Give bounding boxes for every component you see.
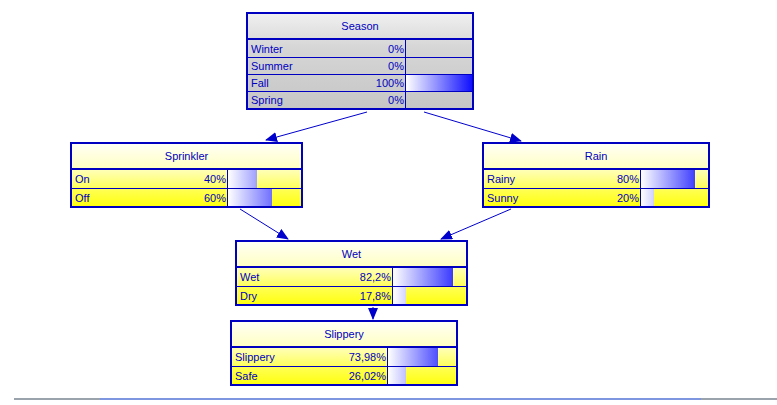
state-value: 82,2% [360, 271, 392, 283]
probability-bar [227, 170, 301, 188]
node-title: Season [248, 14, 472, 40]
state-value: 0% [388, 43, 405, 55]
probability-bar [392, 287, 466, 304]
probability-bar-fill [388, 348, 438, 366]
state-label: Slippery [232, 351, 349, 363]
probability-bar [640, 189, 708, 206]
bn-node-season[interactable]: SeasonWinter0%Summer0%Fall100%Spring0% [246, 12, 474, 110]
state-row-sprinkler-0[interactable]: On40% [72, 170, 301, 188]
state-row-season-0[interactable]: Winter0% [248, 40, 472, 57]
state-label: Sunny [484, 192, 617, 204]
state-label: Fall [248, 77, 376, 89]
state-label: Winter [248, 43, 388, 55]
probability-bar [387, 367, 456, 384]
state-value: 100% [376, 77, 405, 89]
state-value: 0% [388, 60, 405, 72]
window-edge-segment [100, 398, 701, 400]
state-value: 40% [204, 173, 227, 185]
state-label: Wet [237, 271, 360, 283]
probability-bar [392, 268, 466, 286]
state-row-rain-0[interactable]: Rainy80% [484, 170, 708, 188]
state-row-sprinkler-1[interactable]: Off60% [72, 188, 301, 206]
probability-bar [640, 170, 708, 188]
state-value: 73,98% [349, 351, 387, 363]
probability-bar-fill [228, 170, 257, 188]
network-canvas[interactable]: SeasonWinter0%Summer0%Fall100%Spring0%Sp… [0, 0, 777, 405]
state-row-slippery-1[interactable]: Safe26,02% [232, 366, 456, 384]
probability-bar [405, 58, 472, 74]
bn-node-wet[interactable]: WetWet82,2%Dry17,8% [235, 240, 468, 306]
state-row-wet-0[interactable]: Wet82,2% [237, 268, 466, 286]
probability-bar [405, 75, 472, 91]
node-title: Slippery [232, 322, 456, 348]
edge-sprinkler-to-wet[interactable] [240, 209, 288, 239]
state-value: 26,02% [349, 370, 387, 382]
state-label: Safe [232, 370, 349, 382]
state-value: 80% [617, 173, 640, 185]
bn-node-slippery[interactable]: SlipperySlippery73,98%Safe26,02% [230, 320, 458, 386]
state-label: Dry [237, 290, 360, 302]
edge-season-to-sprinkler[interactable] [266, 112, 367, 140]
state-row-wet-1[interactable]: Dry17,8% [237, 286, 466, 304]
state-row-rain-1[interactable]: Sunny20% [484, 188, 708, 206]
node-title: Rain [484, 144, 708, 170]
state-row-season-1[interactable]: Summer0% [248, 57, 472, 74]
probability-bar-fill [388, 367, 406, 384]
state-label: On [72, 173, 204, 185]
bn-node-rain[interactable]: RainRainy80%Sunny20% [482, 142, 710, 208]
state-label: Rainy [484, 173, 617, 185]
probability-bar-fill [393, 268, 453, 286]
probability-bar-fill [641, 170, 695, 188]
probability-bar [387, 348, 456, 366]
node-title: Wet [237, 242, 466, 268]
state-value: 60% [204, 192, 227, 204]
state-row-season-3[interactable]: Spring0% [248, 91, 472, 108]
state-label: Spring [248, 94, 388, 106]
window-edge-segment [14, 398, 100, 400]
edge-season-to-rain[interactable] [424, 112, 521, 141]
probability-bar-fill [406, 75, 472, 91]
probability-bar [227, 189, 301, 206]
node-title: Sprinkler [72, 144, 301, 170]
state-value: 0% [388, 94, 405, 106]
state-value: 17,8% [360, 290, 392, 302]
bn-node-sprinkler[interactable]: SprinklerOn40%Off60% [70, 142, 303, 208]
edge-rain-to-wet[interactable] [441, 209, 511, 239]
window-edge-segment [701, 398, 777, 400]
probability-bar-fill [641, 189, 654, 206]
state-label: Summer [248, 60, 388, 72]
probability-bar [405, 40, 472, 57]
probability-bar-fill [228, 189, 272, 206]
probability-bar-fill [393, 287, 406, 304]
state-row-slippery-0[interactable]: Slippery73,98% [232, 348, 456, 366]
state-value: 20% [617, 192, 640, 204]
state-label: Off [72, 192, 204, 204]
probability-bar [405, 92, 472, 108]
state-row-season-2[interactable]: Fall100% [248, 74, 472, 91]
